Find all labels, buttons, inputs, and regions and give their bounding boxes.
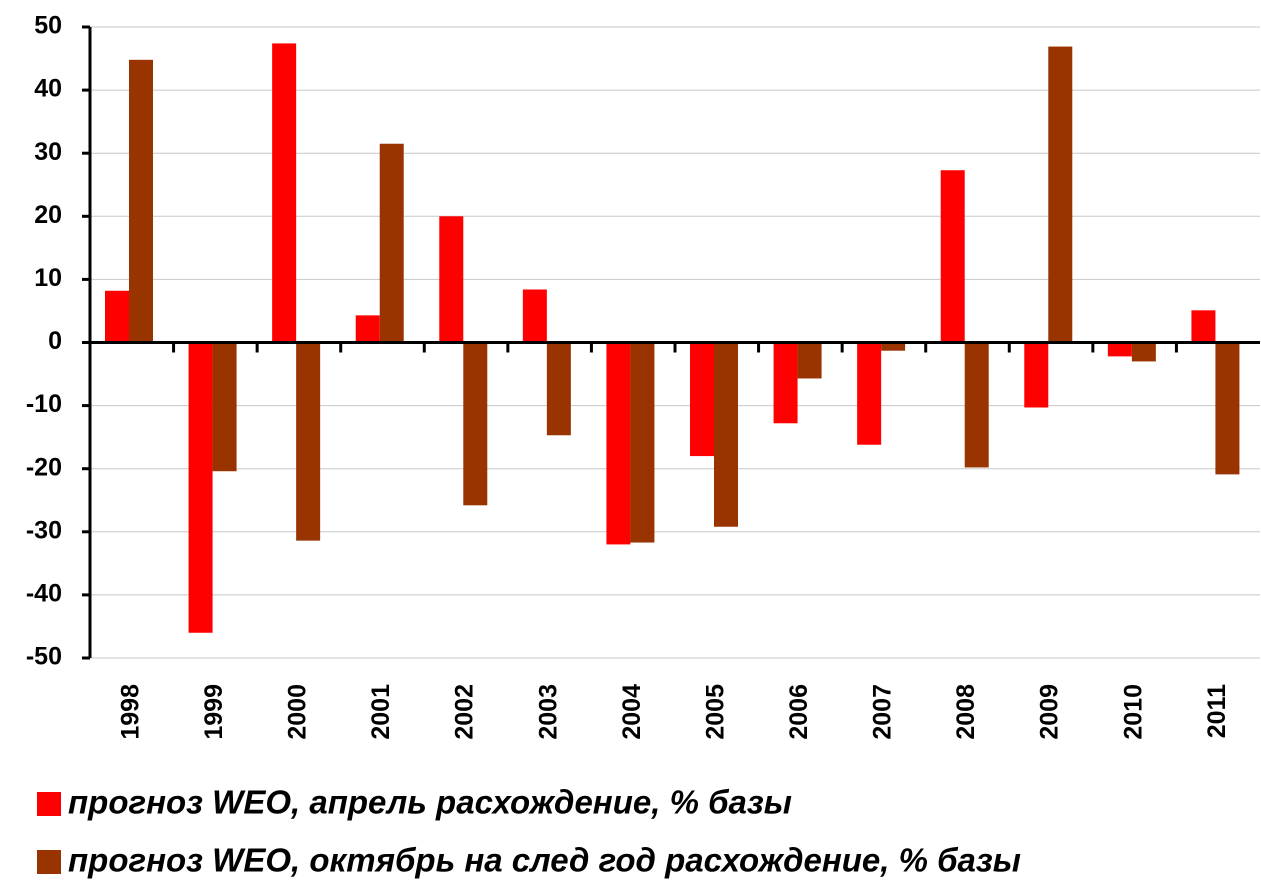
x-tick-label: 2004 bbox=[618, 684, 646, 740]
x-tick-label: 1998 bbox=[116, 684, 144, 740]
bar bbox=[546, 342, 571, 436]
bar bbox=[105, 290, 129, 343]
bar bbox=[797, 342, 822, 379]
legend-swatch bbox=[37, 792, 61, 816]
bar bbox=[129, 59, 153, 343]
legend-label: прогноз WEO, апрель расхождение, % базы bbox=[68, 784, 792, 821]
y-tick-label: -40 bbox=[26, 580, 62, 608]
y-tick-label: 10 bbox=[34, 264, 62, 292]
x-tick-label: 2003 bbox=[534, 684, 562, 740]
x-tick-label: 2006 bbox=[785, 684, 813, 740]
y-tick-label: -20 bbox=[26, 453, 62, 481]
bar bbox=[606, 342, 631, 545]
x-tick-label: 2008 bbox=[952, 684, 980, 740]
y-tick-label: 0 bbox=[48, 327, 62, 355]
bar bbox=[690, 342, 714, 457]
bar bbox=[857, 342, 882, 445]
x-tick-label: 2009 bbox=[1036, 684, 1064, 740]
x-tick-label: 2005 bbox=[701, 684, 729, 740]
x-tick-label: 2010 bbox=[1119, 684, 1147, 740]
bar bbox=[630, 342, 655, 543]
bar bbox=[940, 170, 965, 343]
y-tick-label: 40 bbox=[34, 75, 62, 103]
x-tick-label: 1999 bbox=[200, 684, 228, 740]
bar bbox=[773, 342, 798, 424]
y-tick-label: 30 bbox=[34, 138, 62, 166]
y-tick-label: -30 bbox=[26, 516, 62, 544]
bar bbox=[272, 43, 297, 343]
bar bbox=[964, 342, 989, 468]
y-tick-label: -50 bbox=[26, 643, 62, 671]
y-tick-label: 50 bbox=[34, 12, 62, 40]
bar bbox=[1107, 342, 1132, 357]
bar bbox=[1215, 342, 1240, 475]
x-tick-label: 2000 bbox=[284, 684, 312, 740]
x-tick-label: 2011 bbox=[1203, 684, 1231, 738]
bar bbox=[1024, 342, 1049, 408]
bar bbox=[714, 342, 738, 527]
bar bbox=[188, 342, 213, 633]
bar bbox=[463, 342, 488, 506]
x-tick-label: 2001 bbox=[367, 684, 395, 740]
bar bbox=[296, 342, 321, 541]
y-tick-label: 20 bbox=[34, 201, 62, 229]
x-tick-label: 2002 bbox=[451, 684, 479, 740]
x-tick-label: 2007 bbox=[869, 684, 897, 740]
bar bbox=[1191, 310, 1216, 343]
bar bbox=[1131, 342, 1156, 362]
bar bbox=[355, 315, 380, 343]
legend-label: прогноз WEO, октябрь на след год расхожд… bbox=[68, 842, 1021, 879]
bar bbox=[522, 289, 547, 343]
bar bbox=[379, 143, 404, 343]
bar bbox=[1048, 46, 1073, 343]
legend-swatch bbox=[37, 850, 61, 874]
bar bbox=[439, 216, 464, 343]
bar bbox=[881, 342, 906, 351]
y-tick-label: -10 bbox=[26, 390, 62, 418]
bar bbox=[212, 342, 237, 472]
